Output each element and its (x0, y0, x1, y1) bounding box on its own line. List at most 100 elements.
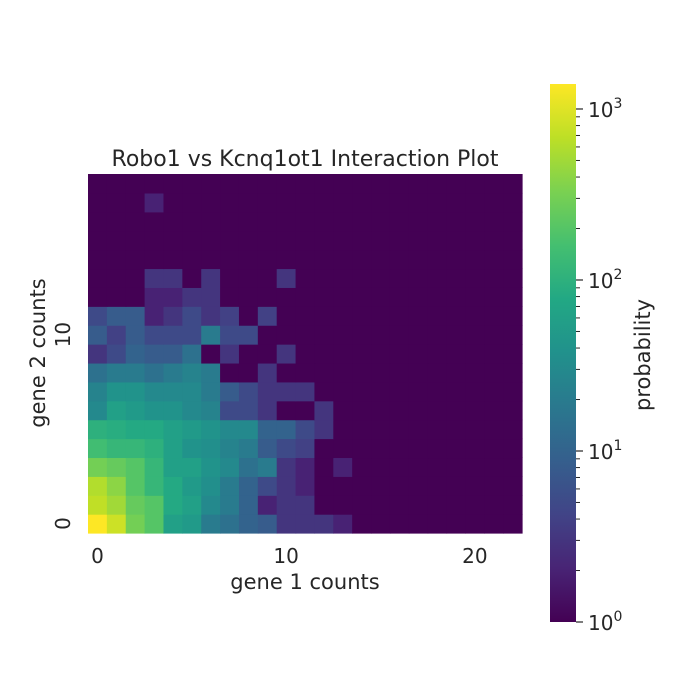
heatmap-cell (352, 438, 372, 459)
heatmap-cell (182, 249, 202, 270)
heatmap-cell (427, 362, 448, 383)
heatmap-cell (182, 344, 202, 364)
heatmap-cell (295, 438, 316, 459)
heatmap-cell (238, 174, 259, 194)
heatmap-cell (408, 457, 429, 477)
heatmap-cell (201, 514, 221, 534)
heatmap-cell (295, 230, 316, 251)
heatmap-cell (182, 495, 202, 515)
heatmap-cell (125, 438, 146, 459)
heatmap-cell (257, 495, 278, 515)
heatmap-cell (163, 438, 183, 459)
x-axis-label: gene 1 counts (230, 570, 379, 594)
heatmap-cell (106, 306, 127, 326)
heatmap-cell (163, 192, 183, 213)
heatmap-cell (484, 287, 504, 307)
heatmap-cell (88, 362, 108, 383)
heatmap-cell (201, 287, 221, 307)
heatmap-cell (503, 419, 523, 440)
heatmap-cell (163, 400, 183, 421)
heatmap-cell (389, 344, 410, 364)
heatmap-cell (503, 344, 523, 364)
heatmap-cell (182, 381, 202, 402)
heatmap-cell (427, 211, 448, 232)
heatmap-cell (427, 438, 448, 459)
heatmap-cell (333, 400, 353, 421)
heatmap-cell (182, 457, 202, 477)
heatmap-cell (182, 325, 202, 345)
heatmap-cell (295, 268, 316, 288)
heatmap-cell (163, 249, 183, 270)
heatmap-cell (276, 495, 297, 515)
heatmap-cell (257, 287, 278, 307)
heatmap-cell (257, 268, 278, 288)
heatmap-cell (125, 400, 146, 421)
heatmap-cell (427, 457, 448, 477)
heatmap-cell (389, 287, 410, 307)
heatmap-cell (427, 495, 448, 515)
heatmap-cell (352, 268, 372, 288)
heatmap-cell (106, 192, 127, 213)
heatmap-cell (220, 400, 240, 421)
heatmap-cell (465, 381, 485, 402)
heatmap-cell (295, 514, 316, 534)
heatmap-cell (163, 381, 183, 402)
heatmap-cell (371, 400, 391, 421)
heatmap-cell (276, 211, 297, 232)
heatmap-cell (201, 381, 221, 402)
heatmap-cell (257, 362, 278, 383)
heatmap-cell (484, 249, 504, 270)
heatmap-cell (408, 419, 429, 440)
heatmap-cell (295, 174, 316, 194)
heatmap-cell (465, 325, 485, 345)
heatmap-cell (182, 230, 202, 251)
heatmap-cell (163, 476, 183, 496)
heatmap-cell (144, 230, 165, 251)
heatmap-cell (465, 192, 485, 213)
heatmap-cell (371, 419, 391, 440)
heatmap-cell (389, 419, 410, 440)
heatmap-cell (352, 514, 372, 534)
heatmap-cell (88, 306, 108, 326)
heatmap-cell (182, 438, 202, 459)
heatmap-cell (144, 362, 165, 383)
heatmap-cell (408, 400, 429, 421)
heatmap-cell (220, 306, 240, 326)
heatmap-cell (484, 230, 504, 251)
heatmap-cell (276, 438, 297, 459)
heatmap-cell (88, 381, 108, 402)
heatmap-cell (125, 362, 146, 383)
heatmap-cell (503, 400, 523, 421)
heatmap-cell (465, 400, 485, 421)
heatmap-cell (106, 438, 127, 459)
colorbar-tick-label: 100 (588, 609, 622, 635)
heatmap-cell (238, 438, 259, 459)
heatmap-cell (238, 457, 259, 477)
heatmap-cell (125, 174, 146, 194)
heatmap-cell (314, 495, 334, 515)
x-tick-label: 10 (273, 544, 298, 568)
heatmap-cell (427, 476, 448, 496)
heatmap-cell (446, 287, 466, 307)
heatmap-cell (352, 249, 372, 270)
heatmap-cell (389, 325, 410, 345)
heatmap-cell (144, 495, 165, 515)
heatmap-cell (446, 249, 466, 270)
heatmap-cell (220, 230, 240, 251)
heatmap-cell (238, 344, 259, 364)
heatmap-cell (238, 287, 259, 307)
heatmap-cell (408, 325, 429, 345)
heatmap-cell (257, 457, 278, 477)
heatmap-cell (371, 249, 391, 270)
heatmap-cell (220, 325, 240, 345)
heatmap-cell (446, 211, 466, 232)
heatmap-cell (125, 192, 146, 213)
heatmap-cell (144, 174, 165, 194)
heatmap-cell (371, 306, 391, 326)
heatmap-cell (408, 344, 429, 364)
heatmap-cell (427, 174, 448, 194)
heatmap-cell (220, 249, 240, 270)
heatmap-cell (106, 362, 127, 383)
heatmap-cell (389, 174, 410, 194)
